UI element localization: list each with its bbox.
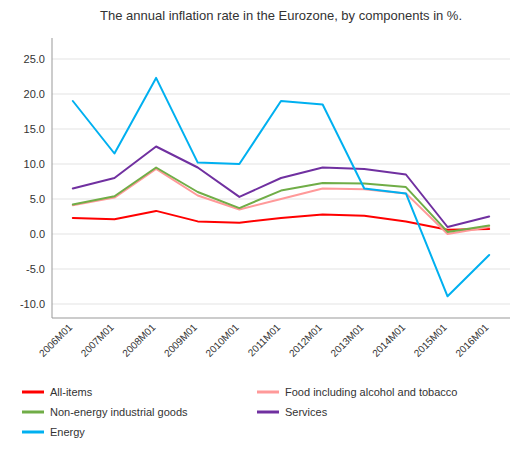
series-line (73, 147, 489, 228)
grid-line (52, 94, 510, 95)
grid (52, 59, 510, 304)
y-tick-label: 25.0 (24, 53, 45, 65)
y-tick-label: 15.0 (24, 123, 45, 135)
x-tick-label: 2011M01 (246, 321, 283, 358)
y-tick-label: -5.0 (26, 263, 45, 275)
grid-line (52, 59, 510, 60)
legend: All-items Food including alcohol and toba… (22, 386, 457, 438)
x-tick-label: 2016M01 (453, 321, 491, 359)
legend-swatch (257, 391, 279, 394)
legend-label: Services (285, 406, 328, 418)
grid-line (52, 129, 510, 130)
y-tick-label: -10.0 (20, 298, 45, 310)
legend-swatch (22, 411, 44, 414)
legend-swatch (22, 391, 44, 394)
legend-label: Non-energy industrial goods (50, 406, 188, 418)
y-tick-label: 5.0 (30, 193, 45, 205)
x-tick-label: 2010M01 (204, 321, 242, 359)
x-tick-label: 2015M01 (412, 321, 450, 359)
y-tick-label: 10.0 (24, 158, 45, 170)
legend-label: Food including alcohol and tobacco (285, 386, 457, 398)
y-axis (52, 38, 53, 318)
series-line (73, 78, 489, 296)
y-tick-label: 0.0 (30, 228, 45, 240)
grid-line (52, 234, 510, 235)
grid-line (52, 304, 510, 305)
chart: The annual inflation rate in the Eurozon… (0, 0, 525, 476)
x-tick-label: 2007M01 (79, 321, 117, 359)
x-tick-label: 2012M01 (287, 321, 325, 359)
legend-label: All-items (50, 386, 93, 398)
grid-line (52, 269, 510, 270)
legend-swatch (257, 411, 279, 414)
legend-swatch (22, 431, 44, 434)
x-tick-label: 2009M01 (162, 321, 200, 359)
x-tick-label: 2006M01 (37, 321, 75, 359)
x-tick-label: 2014M01 (370, 321, 408, 359)
legend-label: Energy (50, 426, 85, 438)
y-tick-label: 20.0 (24, 88, 45, 100)
title: The annual inflation rate in the Eurozon… (100, 8, 462, 23)
lines (73, 78, 489, 296)
grid-line (52, 164, 510, 165)
x-tick-label: 2013M01 (328, 321, 366, 359)
x-tick-label: 2008M01 (120, 321, 158, 359)
x-axis (52, 318, 510, 319)
